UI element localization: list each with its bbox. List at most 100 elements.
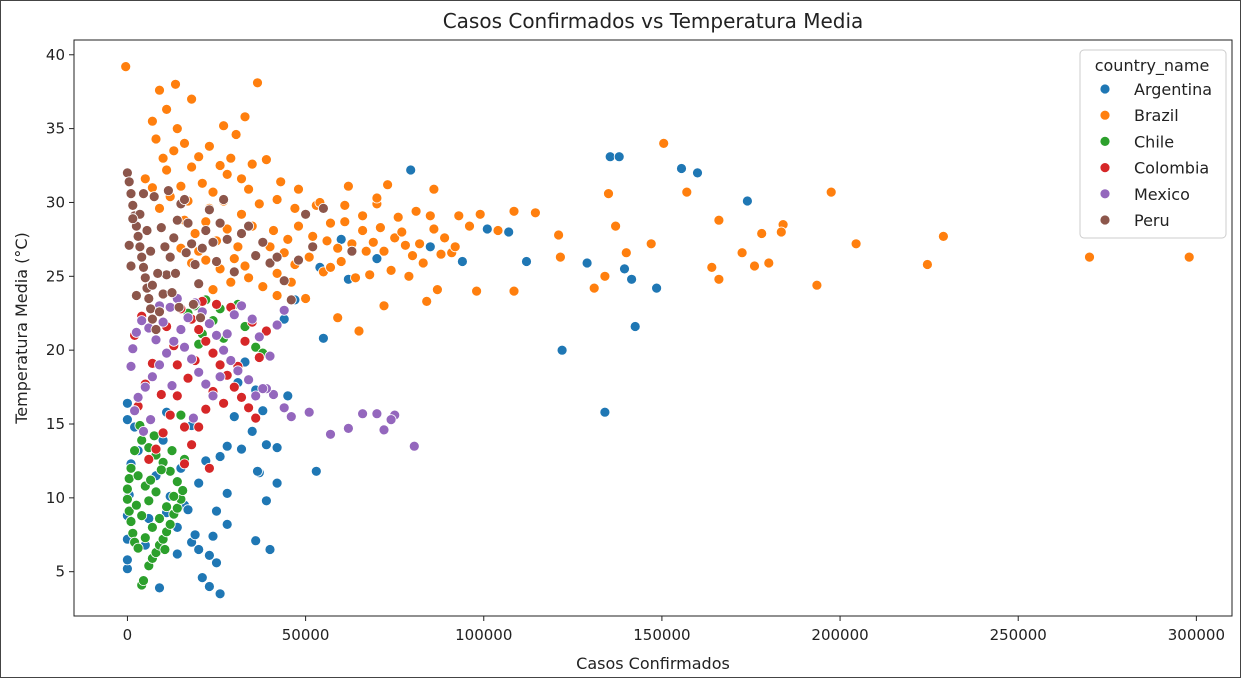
data-point (159, 544, 171, 555)
series-peru (122, 167, 358, 335)
data-point (382, 179, 394, 191)
data-point (186, 93, 198, 105)
data-point (300, 293, 312, 304)
y-tick-label: 15 (46, 415, 65, 433)
data-point (424, 210, 436, 222)
data-point (321, 235, 333, 247)
y-tick-label: 10 (46, 489, 65, 507)
data-point (471, 285, 483, 297)
data-point (195, 312, 206, 324)
data-point (150, 334, 162, 346)
data-point (371, 408, 383, 420)
data-point (136, 434, 148, 446)
data-point (521, 256, 532, 267)
data-point (260, 154, 272, 166)
data-point (246, 158, 258, 170)
data-point (179, 137, 190, 149)
data-point (221, 519, 233, 530)
data-point (938, 230, 949, 242)
y-tick-label: 25 (46, 267, 65, 285)
data-point (129, 405, 141, 417)
data-point (236, 208, 247, 220)
legend: country_name Argentina Brazil Chile Colombi… (1079, 49, 1227, 239)
data-point (157, 288, 169, 300)
data-point (289, 202, 301, 214)
data-point (122, 414, 133, 426)
data-point (154, 306, 165, 318)
data-point (250, 412, 262, 424)
data-point (139, 272, 151, 284)
data-point (303, 251, 315, 263)
data-point (407, 250, 418, 262)
data-point (130, 290, 142, 301)
data-point (170, 78, 181, 90)
data-point (763, 257, 775, 269)
data-point (264, 257, 276, 269)
data-point (232, 365, 244, 377)
data-point (221, 168, 233, 180)
data-point (307, 241, 319, 253)
data-point (203, 581, 215, 592)
data-point (139, 532, 151, 544)
data-point (453, 210, 465, 222)
data-point (211, 505, 222, 517)
data-point (553, 229, 564, 241)
data-point (179, 458, 190, 470)
data-point (374, 222, 386, 234)
data-point (214, 371, 226, 383)
data-point (775, 226, 787, 238)
data-point (150, 324, 162, 335)
data-point (285, 294, 297, 306)
data-point (146, 371, 158, 383)
data-point (127, 343, 139, 355)
data-point (193, 366, 205, 378)
data-point (138, 575, 149, 586)
data-point (230, 129, 242, 140)
data-point (464, 220, 475, 232)
x-tick-label: 250000 (990, 626, 1047, 644)
data-point (155, 222, 167, 234)
data-point (357, 225, 369, 236)
data-point (122, 167, 133, 179)
data-point (132, 470, 144, 482)
data-point (123, 473, 135, 485)
data-point (171, 502, 183, 514)
data-point (325, 217, 336, 229)
data-point (303, 406, 315, 418)
data-point (1183, 251, 1195, 263)
data-point (218, 397, 230, 409)
data-point (658, 137, 670, 149)
data-point (161, 269, 173, 281)
legend-marker (1099, 109, 1111, 121)
data-point (317, 332, 329, 344)
data-point (214, 451, 226, 462)
data-point (253, 352, 265, 363)
data-point (186, 439, 198, 451)
data-point (508, 205, 520, 217)
data-point (342, 422, 354, 434)
data-point (200, 403, 212, 415)
data-point (150, 443, 162, 455)
series-chile (122, 294, 269, 591)
data-point (555, 251, 566, 263)
data-point (620, 247, 632, 259)
data-point (207, 390, 219, 402)
data-point (371, 253, 383, 265)
data-point (825, 186, 837, 198)
data-point (431, 284, 443, 296)
data-point (125, 188, 137, 200)
data-point (350, 272, 361, 284)
data-point (713, 273, 725, 285)
data-point (599, 406, 611, 418)
data-point (742, 195, 753, 207)
data-point (610, 220, 621, 232)
data-point (196, 572, 208, 583)
data-point (146, 182, 158, 194)
data-point (143, 453, 155, 465)
data-point (154, 84, 165, 96)
data-point (364, 269, 376, 281)
data-point (736, 247, 748, 259)
data-point (168, 145, 180, 157)
data-point (264, 350, 276, 362)
